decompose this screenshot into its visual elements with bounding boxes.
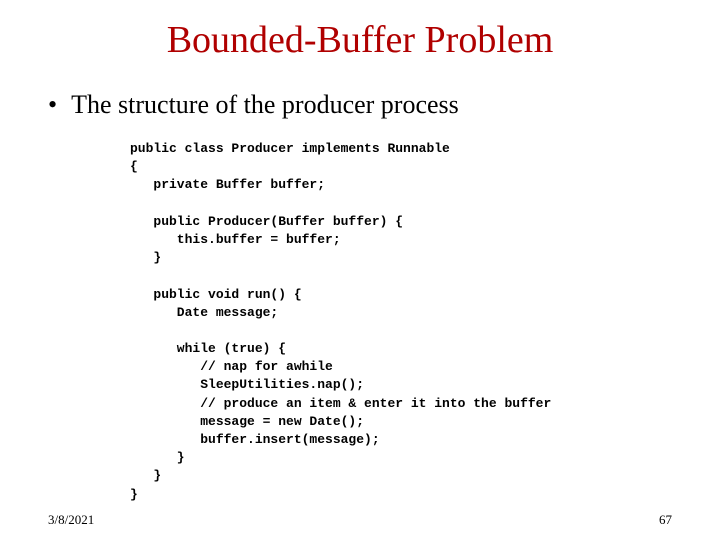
footer-page: 67 <box>659 512 672 528</box>
code-block: public class Producer implements Runnabl… <box>130 140 720 504</box>
bullet-marker: • <box>48 90 57 120</box>
bullet-line: • The structure of the producer process <box>0 90 720 120</box>
slide-title: Bounded-Buffer Problem <box>0 0 720 62</box>
bullet-text: The structure of the producer process <box>71 90 459 120</box>
footer-date: 3/8/2021 <box>48 512 94 528</box>
